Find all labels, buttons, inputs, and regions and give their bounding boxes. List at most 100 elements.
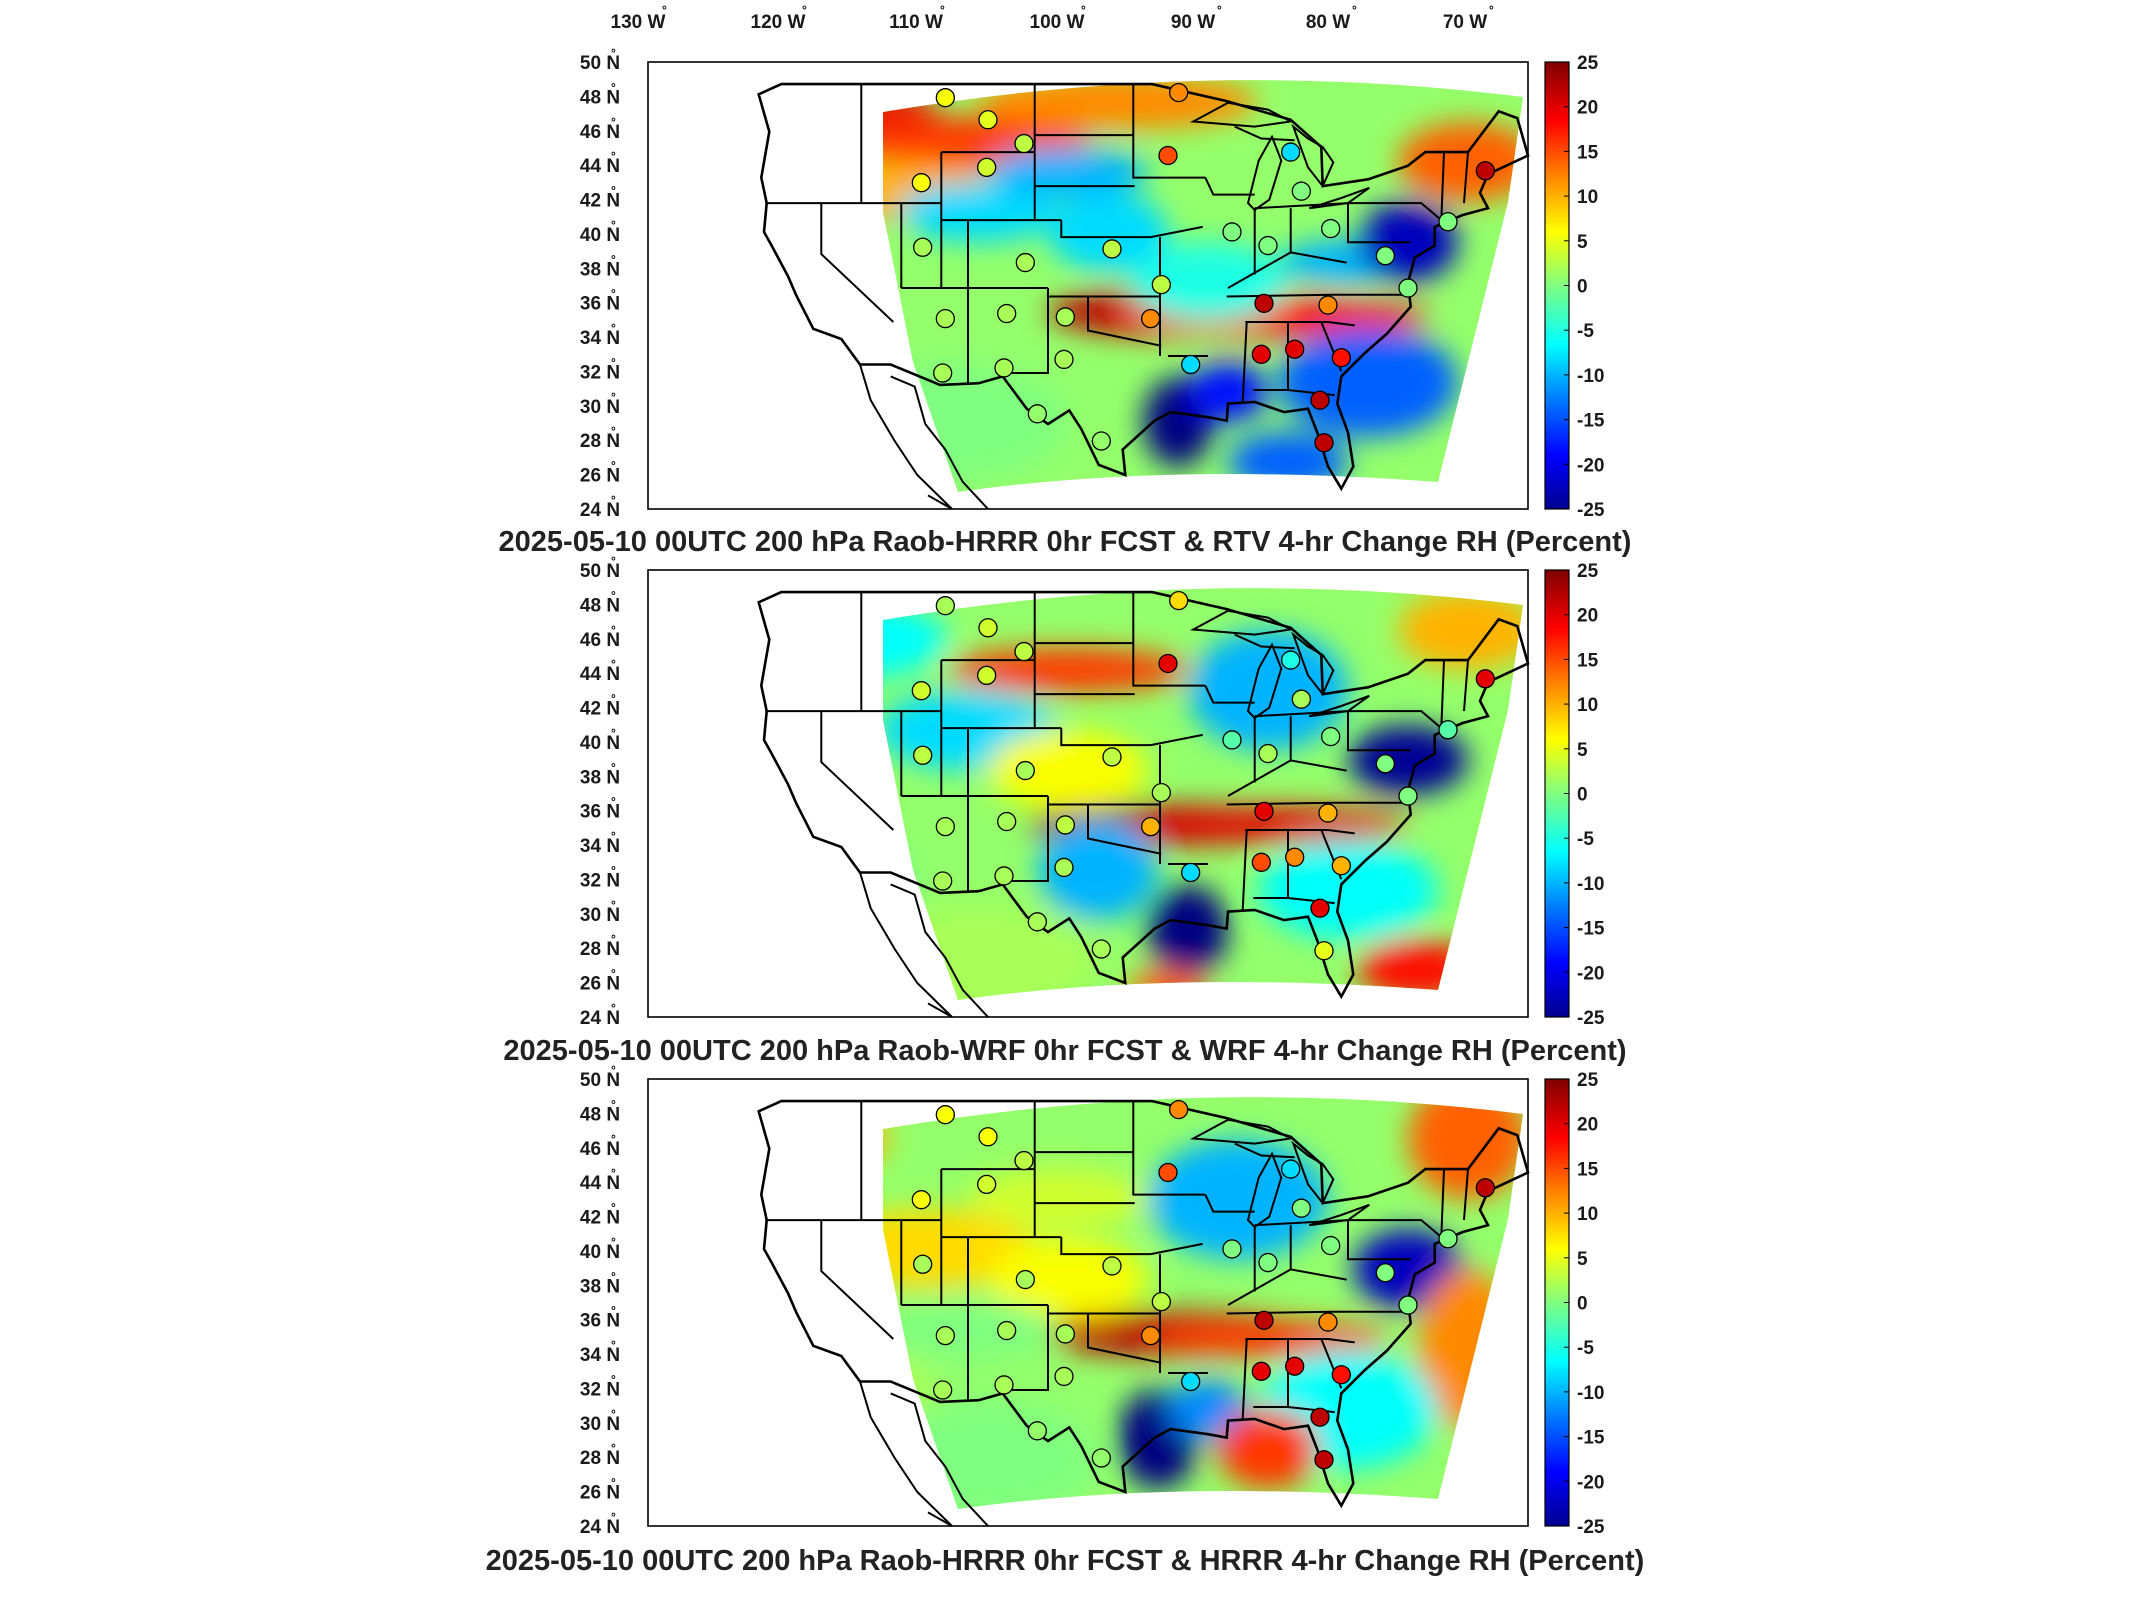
degree-mark: °	[611, 726, 616, 740]
state-border	[1150, 225, 1203, 239]
lat-label-26: 26 N	[580, 974, 620, 995]
raob-station-marker	[1291, 1198, 1311, 1218]
degree-mark: °	[611, 657, 616, 671]
state-border	[820, 1220, 894, 1340]
raob-station-marker	[1015, 252, 1035, 273]
map-boundaries	[757, 82, 1530, 510]
raob-station-marker	[1091, 939, 1111, 959]
raob-station-marker	[1251, 344, 1271, 364]
lake-outline	[1189, 1118, 1294, 1145]
raob-station-marker	[1158, 1162, 1178, 1183]
degree-mark: °	[611, 1063, 616, 1077]
colorbar-label-10: 10	[1577, 187, 1598, 208]
raob-station-marker	[1151, 1292, 1171, 1312]
raob-station-marker	[1314, 1450, 1334, 1470]
state-border	[1132, 84, 1206, 179]
raob-stations	[911, 82, 1495, 453]
degree-mark: °	[611, 760, 616, 774]
raob-station-marker	[1285, 1356, 1305, 1376]
raob-station-marker	[935, 1105, 955, 1125]
raob-station-marker	[1321, 1235, 1341, 1256]
raob-station-marker	[1438, 212, 1458, 232]
state-border	[1463, 1169, 1469, 1221]
lon-label-130: 130 W	[611, 12, 666, 33]
lat-label-44: 44 N	[580, 156, 620, 177]
raob-station-marker	[1281, 142, 1301, 162]
raob-station-marker	[997, 1320, 1017, 1341]
raob-station-marker	[913, 1254, 933, 1274]
degree-mark: °	[611, 588, 616, 602]
state-border	[1463, 152, 1469, 204]
state-border	[1060, 728, 1151, 747]
lat-label-42: 42 N	[580, 699, 620, 720]
raob-station-marker	[1398, 278, 1418, 298]
colorbar-label-5: 5	[1577, 1249, 1588, 1270]
raob-station-marker	[1310, 390, 1330, 410]
raob-station-marker	[978, 110, 998, 130]
raob-station-marker	[978, 618, 998, 638]
colorbar-label--25: -25	[1577, 1517, 1605, 1538]
raob-station-marker	[1151, 783, 1171, 803]
mexico-coast	[890, 375, 989, 510]
lat-label-40: 40 N	[580, 225, 620, 246]
field-cell	[1128, 242, 1288, 322]
colorbar-label--20: -20	[1577, 963, 1604, 984]
degree-mark: °	[1489, 3, 1494, 17]
raob-station-marker	[935, 308, 955, 329]
degree-mark: °	[611, 863, 616, 877]
raob-station-marker	[1055, 815, 1075, 835]
lat-label-34: 34 N	[580, 836, 620, 857]
longitude-labels: 130 W°120 W°110 W°100 W°90 W°80 W°70 W°	[611, 3, 1494, 33]
raob-station-marker	[1258, 1252, 1278, 1273]
degree-mark: °	[611, 115, 616, 129]
lat-label-26: 26 N	[580, 1483, 620, 1504]
raob-station-marker	[1254, 293, 1274, 313]
lat-label-44: 44 N	[580, 664, 620, 685]
raob-station-marker	[1321, 218, 1341, 239]
raob-station-marker	[1015, 760, 1035, 781]
field-cell	[1398, 590, 1523, 670]
state-border	[1234, 125, 1295, 142]
baja-coast	[859, 364, 953, 510]
field-cell	[1258, 840, 1438, 940]
degree-mark: °	[1081, 3, 1086, 17]
lat-label-48: 48 N	[580, 1104, 620, 1125]
raob-station-marker	[1014, 641, 1034, 662]
raob-station-marker	[997, 811, 1017, 832]
degree-mark: °	[611, 390, 616, 404]
mexico-coast	[890, 883, 989, 1018]
degree-mark: °	[611, 1407, 616, 1421]
raob-station-marker	[1151, 275, 1171, 295]
lat-label-30: 30 N	[580, 397, 620, 418]
colorbar-label-25: 25	[1577, 561, 1599, 582]
state-border	[1204, 1194, 1255, 1213]
state-border	[1000, 288, 1049, 374]
state-border	[1245, 829, 1355, 835]
raob-station-marker	[911, 1190, 931, 1210]
raob-station-marker	[1055, 1324, 1075, 1344]
state-border	[1463, 660, 1469, 712]
lat-label-32: 32 N	[580, 362, 620, 383]
raob-station-marker	[1169, 590, 1189, 611]
degree-mark: °	[611, 80, 616, 94]
colorbar-label-5: 5	[1577, 740, 1588, 761]
state-border	[1440, 152, 1445, 221]
field-cell	[898, 182, 1058, 242]
degree-mark: °	[611, 554, 616, 568]
colorbar-label--15: -15	[1577, 411, 1605, 432]
raob-station-marker	[933, 363, 953, 383]
lat-label-24: 24 N	[580, 500, 620, 521]
lat-label-36: 36 N	[580, 1311, 620, 1332]
raob-station-marker	[935, 596, 955, 616]
state-border	[1440, 660, 1445, 729]
panel-raob-hrrr-rtv: 50 N°48 N°46 N°44 N°42 N°40 N°38 N°36 N°…	[580, 46, 1605, 521]
raob-station-marker	[1258, 235, 1278, 256]
raob-station-marker	[1222, 1239, 1242, 1259]
raob-station-marker	[1438, 720, 1458, 740]
raob-stations	[911, 1099, 1495, 1470]
degree-mark: °	[611, 932, 616, 946]
panel-raob-hrrr-hrrr: 50 N°48 N°46 N°44 N°42 N°40 N°38 N°36 N°…	[580, 1063, 1605, 1538]
degree-mark: °	[611, 1304, 616, 1318]
state-border	[1150, 1242, 1203, 1256]
lat-label-28: 28 N	[580, 939, 620, 960]
